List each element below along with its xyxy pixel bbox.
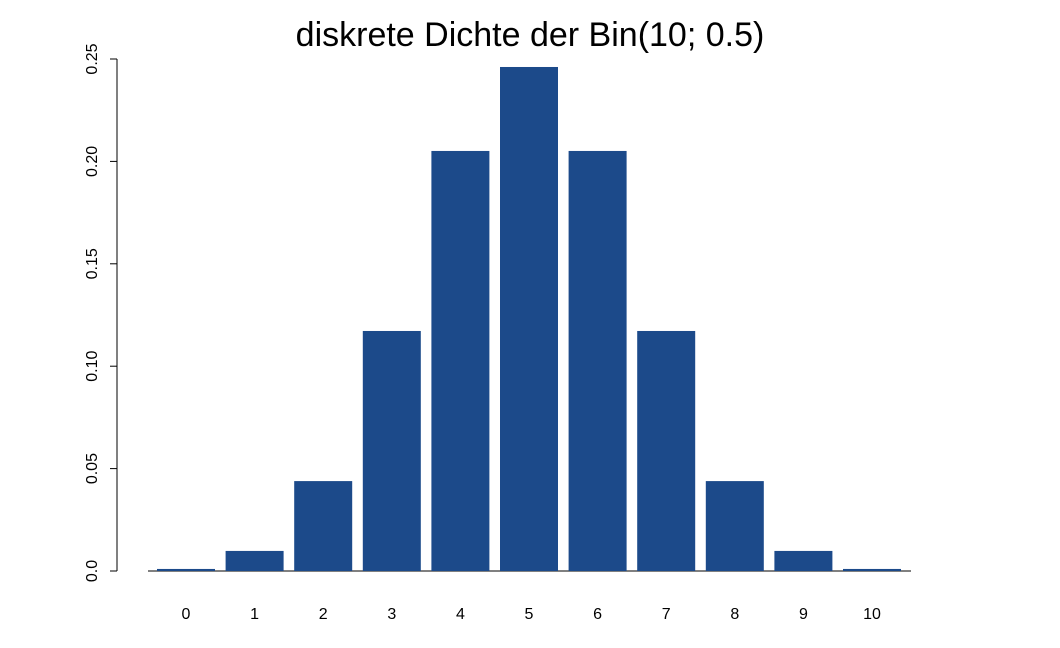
bars-group	[148, 66, 911, 572]
x-tick-label: 1	[250, 606, 259, 623]
chart-title: diskrete Dichte der Bin(10; 0.5)	[296, 16, 765, 54]
bar-3	[362, 330, 421, 571]
x-tick-label: 8	[730, 606, 739, 623]
x-tick-label: 9	[799, 606, 808, 623]
y-tick-label: 0.05	[84, 453, 101, 484]
bar-1	[225, 550, 284, 571]
y-axis: 0.0 0.05 0.10 0.15 0.20 0.25	[84, 43, 118, 582]
bar-0	[157, 568, 215, 571]
x-tick-label: 10	[863, 606, 881, 623]
bar-10	[843, 568, 901, 571]
y-tick-label: 0.0	[84, 560, 101, 582]
y-tick-label: 0.20	[84, 146, 101, 177]
y-tick-label: 0.25	[84, 43, 101, 74]
x-tick-label: 0	[182, 606, 191, 623]
bar-4	[431, 150, 490, 571]
x-tick-label: 2	[319, 606, 328, 623]
x-tick-label: 7	[662, 606, 671, 623]
x-axis-labels: 0 1 2 3 4 5 6 7 8 9 10	[182, 606, 881, 623]
x-tick-label: 5	[525, 606, 534, 623]
bar-6	[568, 150, 627, 571]
y-tick-label: 0.10	[84, 351, 101, 382]
bar-9	[774, 550, 833, 571]
x-tick-label: 6	[593, 606, 602, 623]
bar-8	[705, 481, 764, 571]
bar-2	[294, 481, 353, 571]
x-tick-label: 4	[456, 606, 465, 623]
bar-7	[637, 330, 696, 571]
x-tick-label: 3	[387, 606, 396, 623]
bar-5	[500, 66, 558, 572]
y-tick-label: 0.15	[84, 248, 101, 279]
